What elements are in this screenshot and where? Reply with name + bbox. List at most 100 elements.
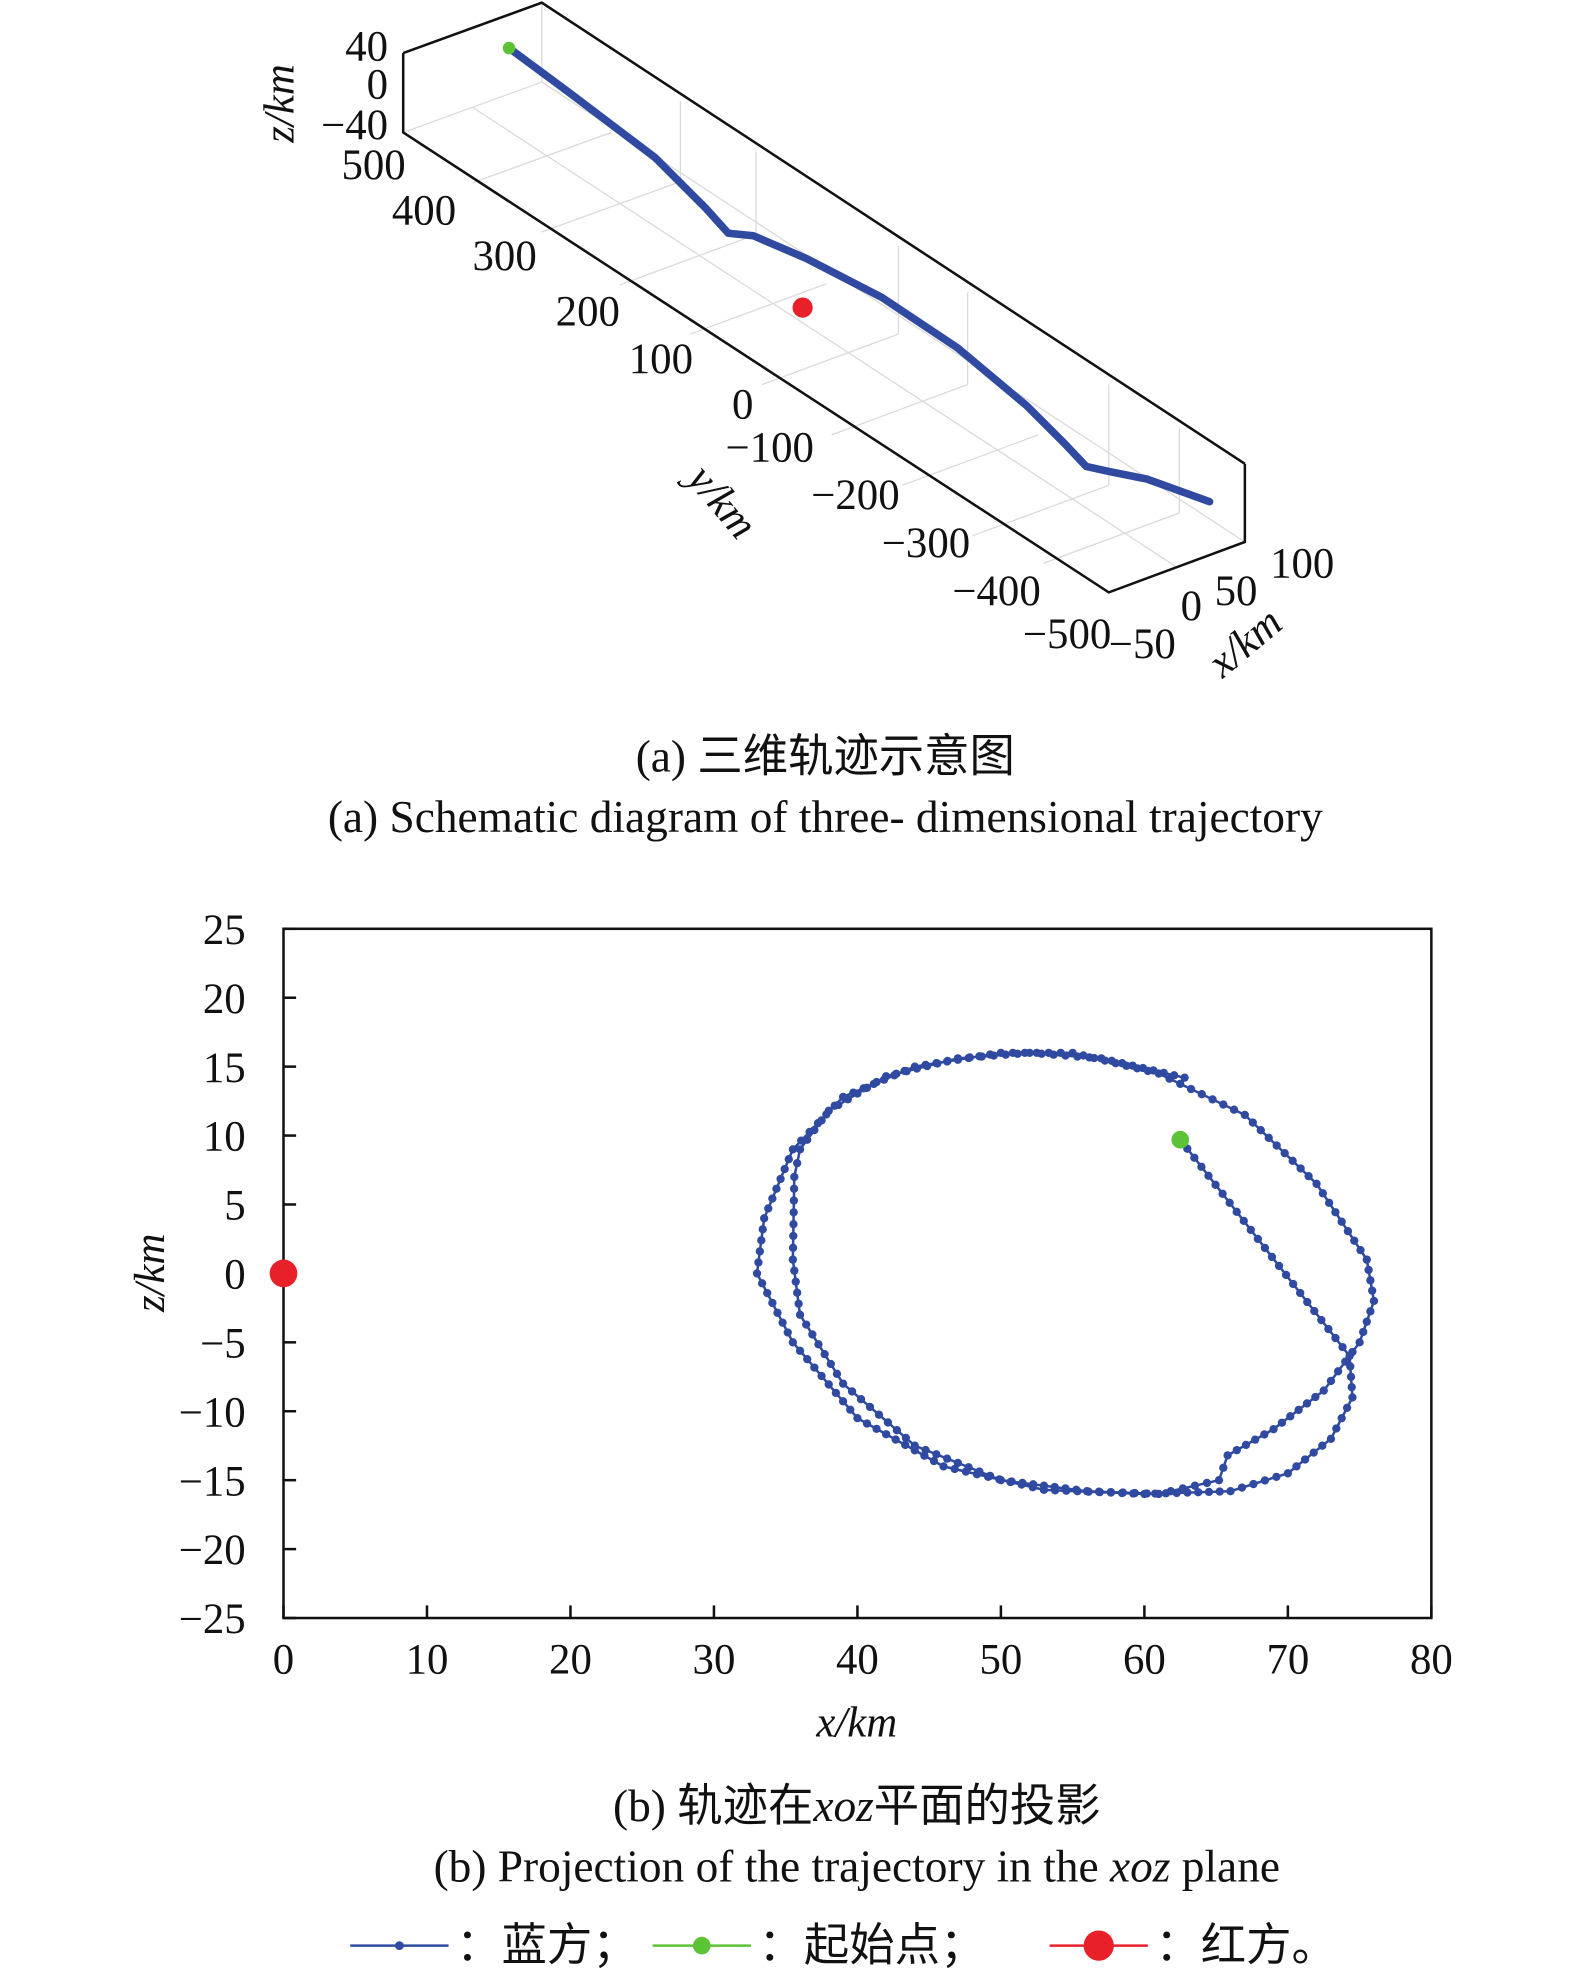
series-blue-point: [1073, 1052, 1082, 1061]
series-blue-point: [1097, 1054, 1106, 1063]
series-blue-point: [1260, 1430, 1269, 1439]
series-blue-line: [755, 1051, 1376, 1496]
series-blue-point: [1368, 1286, 1377, 1295]
series-blue-point: [1272, 1141, 1281, 1150]
series-blue-point: [1362, 1255, 1371, 1264]
series-blue-point: [1029, 1480, 1038, 1489]
x-tick-label: 80: [1410, 1636, 1453, 1683]
y-tick-label: −25: [179, 1596, 246, 1643]
series-blue-point: [1337, 1217, 1346, 1226]
y-tick: 200: [556, 288, 620, 335]
legend-red-marker-icon: [1083, 1930, 1114, 1961]
series-blue-point: [847, 1387, 857, 1396]
series-blue-point: [1288, 1156, 1297, 1165]
series-blue-point: [1326, 1434, 1336, 1443]
series-blue-point: [1039, 1481, 1049, 1490]
series-blue-point: [1302, 1399, 1312, 1408]
series-blue-point: [1331, 1333, 1340, 1343]
series-blue-point: [1364, 1265, 1373, 1275]
y-tick: 100: [629, 336, 693, 383]
caption-b-en-pre: (b) Projection of the trajectory in the: [434, 1841, 1110, 1891]
series-blue-point: [1343, 1227, 1353, 1236]
y-tick-label: 15: [203, 1045, 246, 1092]
y-tick-label: 5: [224, 1183, 245, 1230]
series-blue-point: [1286, 1412, 1295, 1421]
series-blue-point: [772, 1184, 781, 1193]
y-tick-label: −10: [179, 1389, 246, 1436]
series-blue-point: [768, 1298, 777, 1308]
series-blue-point: [757, 1236, 766, 1245]
series-blue-point: [881, 1072, 891, 1081]
y-tick: 500: [341, 142, 405, 189]
series-blue-point: [1050, 1482, 1059, 1492]
series-blue-point: [783, 1328, 792, 1337]
series-blue-point: [773, 1308, 782, 1317]
series-blue-point: [1128, 1061, 1137, 1070]
series-blue-point: [1194, 1488, 1203, 1497]
caption-a-cn: (a) 三维轨迹示意图: [636, 731, 1015, 781]
series-blue-point: [790, 1266, 799, 1275]
legend-label-start: ：起始点；: [759, 1921, 986, 1971]
series-blue-point: [789, 1220, 798, 1229]
series-blue-point: [1211, 1180, 1220, 1189]
series-blue-point: [883, 1418, 893, 1427]
z-tick: 40: [345, 24, 388, 71]
series-blue-point: [1094, 1487, 1104, 1496]
series-blue-point: [1037, 1049, 1046, 1058]
series-blue-point: [1061, 1484, 1070, 1493]
series-blue-point: [1149, 1066, 1158, 1075]
series-blue-point: [853, 1089, 862, 1098]
x-ticks-3d: −50 0 50 100: [1109, 540, 1335, 668]
series-blue-point: [1310, 1306, 1319, 1316]
series-blue-point: [1366, 1307, 1375, 1316]
series-blue-point: [1237, 1483, 1247, 1492]
series-blue-point: [874, 1410, 884, 1419]
series-blue-point: [1204, 1171, 1213, 1180]
chart-3d: 40 0 −40 z/km 500 400 300 200 100 0 −100…: [257, 1, 1335, 842]
series-blue-point: [789, 1184, 799, 1193]
series-blue-point: [1082, 1487, 1092, 1496]
legend-green-marker-icon: [693, 1936, 711, 1955]
series-blue-point: [838, 1397, 848, 1406]
series-blue-point: [1359, 1327, 1368, 1337]
series-blue-point: [1240, 1110, 1249, 1120]
y-tick: −300: [882, 520, 970, 567]
series-blue-point: [1324, 1324, 1333, 1334]
x-tick: 100: [1270, 540, 1334, 587]
z-tick: 0: [367, 61, 388, 108]
x-tick-label: 50: [979, 1636, 1022, 1683]
series-blue-point: [1154, 1489, 1163, 1499]
series-blue-point: [892, 1426, 902, 1435]
series-blue-point: [1159, 1068, 1168, 1078]
legend-label-blue: ：蓝方；: [456, 1921, 637, 1971]
series-blue-point: [824, 1106, 833, 1115]
series-layer: [269, 1048, 1379, 1499]
caption-b-en-it: xoz: [1109, 1841, 1171, 1891]
y-tick-label: 20: [203, 976, 246, 1023]
series-blue-point: [862, 1083, 872, 1092]
series-blue-point: [778, 1318, 787, 1327]
y-tick: −500: [1023, 611, 1111, 658]
series-blue-point: [1061, 1051, 1070, 1060]
series-blue-point: [1225, 1198, 1234, 1207]
x-tick-label: 60: [1123, 1636, 1166, 1683]
series-blue-point: [1085, 1053, 1094, 1062]
series-blue-point: [1312, 1179, 1321, 1188]
plot-frame: [282, 927, 1433, 1620]
series-blue-point: [1180, 1073, 1189, 1082]
series-blue-point: [932, 1450, 941, 1459]
series-blue-point: [838, 1379, 848, 1388]
series-blue-point: [1202, 1478, 1212, 1488]
series-blue-point: [1296, 1288, 1305, 1298]
series-blue-point: [1317, 1315, 1326, 1325]
series-blue-point: [1166, 1487, 1175, 1496]
y-tick-label: 0: [224, 1252, 245, 1299]
series-blue-point: [865, 1402, 875, 1412]
series-blue-point: [1362, 1317, 1371, 1326]
series-blue-point: [1208, 1095, 1217, 1104]
series-blue-point: [1251, 1435, 1260, 1444]
series-blue-point: [1288, 1279, 1298, 1289]
series-blue-point: [1232, 1207, 1241, 1216]
series-blue-point: [965, 1053, 974, 1062]
series-blue-point: [943, 1056, 952, 1066]
